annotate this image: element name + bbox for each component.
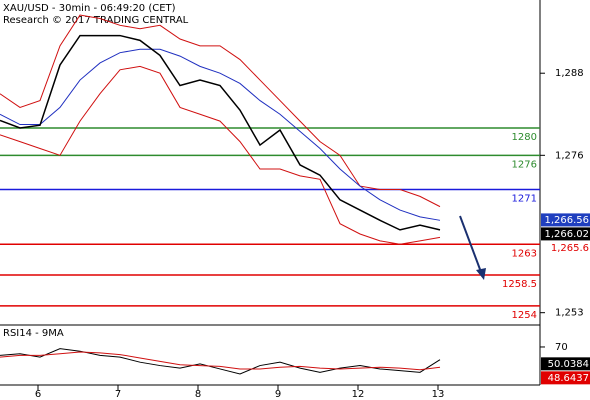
price-tag	[541, 241, 590, 255]
price-tag-label: 50.0384	[548, 359, 589, 370]
price-tag-label: 1,266.56	[544, 215, 589, 226]
y-tick-label: 1,276	[555, 150, 584, 161]
series-line	[0, 48, 441, 221]
price-tag	[541, 227, 590, 241]
x-tick-label: 13	[432, 389, 445, 400]
y-tick-label: 70	[555, 342, 568, 353]
level-label: 1258.5	[502, 279, 537, 290]
x-tick-label: 7	[115, 389, 121, 400]
price-tag	[541, 371, 590, 385]
price-tag-label: 1,265.6	[551, 243, 589, 254]
x-tick-label: 8	[195, 389, 201, 400]
y-tick-label: 1,253	[555, 308, 584, 319]
level-label: 1263	[512, 248, 537, 259]
price-tag-label: 48.6437	[548, 373, 589, 384]
level-label-bg	[500, 247, 538, 260]
x-tick-label: 9	[275, 389, 281, 400]
forecast-arrow	[459, 215, 482, 273]
price-tag	[541, 213, 590, 227]
level-label-bg	[500, 192, 538, 205]
level-label: 1254	[512, 310, 537, 321]
y-tick-label: 1,288	[555, 68, 584, 79]
x-tick-label: 6	[35, 389, 41, 400]
level-label-bg	[500, 130, 538, 143]
forecast-arrowhead	[476, 268, 486, 280]
rsi-title: RSI14 - 9MA	[3, 328, 64, 339]
level-label-bg	[500, 278, 538, 291]
chart-subtitle: Research © 2017 TRADING CENTRAL	[3, 15, 189, 26]
level-label-bg	[500, 308, 538, 321]
level-label: 1271	[512, 194, 537, 205]
x-tick-label: 12	[352, 389, 365, 400]
series-line	[0, 65, 441, 245]
price-tag	[541, 357, 590, 371]
plot: 6 7 8 9 12 13 1,288 1,276 1,253 70	[0, 14, 584, 400]
price-tag-label: 1,266.02	[544, 229, 589, 240]
series-line	[0, 14, 441, 208]
level-label: 1276	[512, 159, 537, 170]
overlay: 1280 1276 1271 1263 1258.5 1254 1,266.56 1,266.…	[500, 130, 590, 385]
series-line	[0, 348, 441, 375]
series-line	[0, 351, 441, 371]
series-line	[0, 34, 441, 231]
chart-title: XAU/USD - 30min - 06:49:20 (CET)	[3, 3, 176, 14]
level-label-bg	[500, 158, 538, 171]
level-label: 1280	[512, 132, 537, 143]
